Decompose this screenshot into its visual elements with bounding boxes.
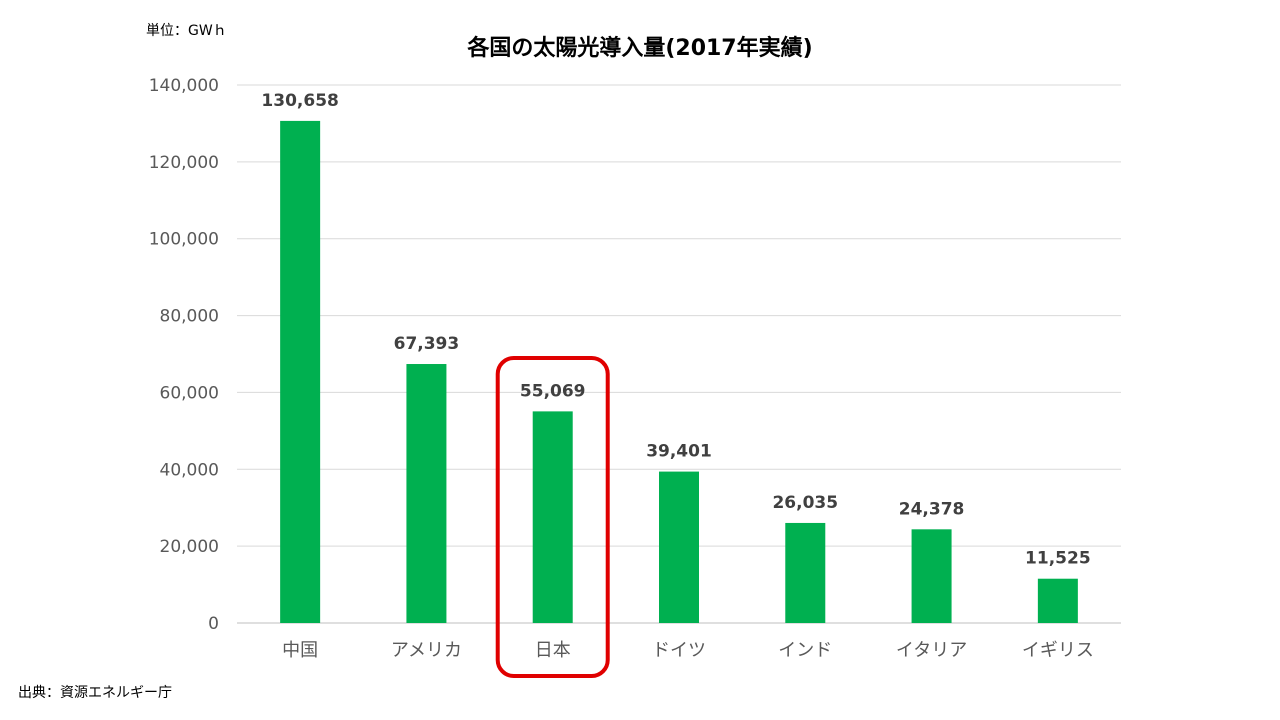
category-label: イギリス xyxy=(1022,640,1094,661)
data-labels: 130,658 67,393 55,069 39,401 26,035 24,378 11,… xyxy=(261,91,1090,569)
y-tick-label: 80,000 xyxy=(160,307,219,327)
x-axis-categories: 中国 アメリカ 日本 ドイツ インド イタリア イギリス xyxy=(282,640,1094,661)
y-tick-label: 120,000 xyxy=(149,153,219,173)
source-label: 出典：資源エネルギー庁 xyxy=(18,685,172,701)
category-label: インド xyxy=(778,640,832,661)
data-label: 67,393 xyxy=(394,334,460,354)
bar xyxy=(1037,578,1078,623)
data-label: 39,401 xyxy=(646,442,712,462)
category-label: 日本 xyxy=(535,640,571,661)
data-label: 24,378 xyxy=(899,499,965,519)
data-label: 130,658 xyxy=(261,91,338,111)
y-tick-label: 100,000 xyxy=(149,230,219,250)
data-label: 26,035 xyxy=(772,493,838,513)
data-label: 55,069 xyxy=(520,381,586,401)
y-axis-ticks: 0 20,000 40,000 60,000 80,000 100,000 120,000 1… xyxy=(149,76,219,634)
category-label: アメリカ xyxy=(391,640,462,661)
category-label: ドイツ xyxy=(652,640,706,661)
bar xyxy=(532,411,573,623)
highlight-layer xyxy=(495,356,610,678)
data-label: 11,525 xyxy=(1025,549,1091,569)
y-tick-label: 0 xyxy=(208,614,219,634)
bar xyxy=(280,120,321,624)
bar xyxy=(406,364,447,623)
bar xyxy=(911,529,952,623)
category-label: 中国 xyxy=(282,640,318,661)
y-tick-label: 20,000 xyxy=(160,537,219,557)
unit-label: 単位：GWｈ xyxy=(146,23,227,39)
category-label: イタリア xyxy=(896,640,967,661)
bars xyxy=(280,120,1078,624)
bar xyxy=(785,522,826,623)
highlight-box xyxy=(495,356,610,678)
y-tick-label: 40,000 xyxy=(160,460,219,480)
y-tick-label: 140,000 xyxy=(149,76,219,96)
y-tick-label: 60,000 xyxy=(160,383,219,403)
bar xyxy=(659,471,699,623)
chart-title: 各国の太陽光導入量(2017年実績) xyxy=(467,36,813,61)
